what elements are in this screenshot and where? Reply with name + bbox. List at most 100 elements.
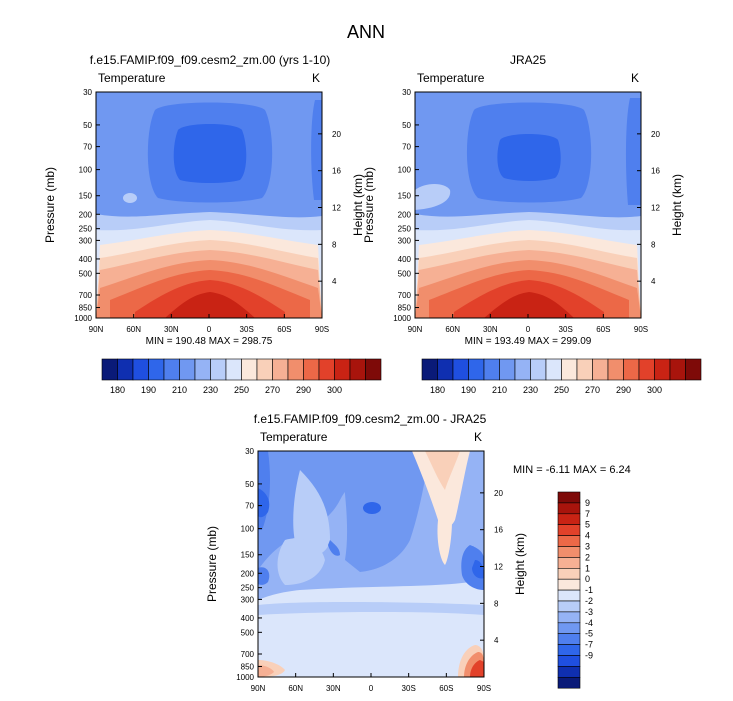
colorbar-label: 5 <box>585 520 590 530</box>
colorbar-swatch <box>545 358 562 381</box>
y-tick-label: 1000 <box>236 673 254 682</box>
x-tick-label: 90S <box>477 684 491 693</box>
y-tick-label: 100 <box>241 525 255 534</box>
contour-fill <box>173 124 247 183</box>
colorbar-label: 300 <box>327 385 342 395</box>
colorbar-label: 0 <box>585 574 590 584</box>
y-tick-label: 150 <box>241 551 255 560</box>
y-tick-label: 150 <box>79 192 93 201</box>
colorbar-label: -3 <box>585 607 593 617</box>
y-tick-label: 250 <box>79 225 93 234</box>
y2-tick-label: 4 <box>494 636 499 645</box>
colorbar-swatch <box>557 578 581 591</box>
x-tick-label: 60S <box>596 325 610 334</box>
y2-axis-title: Height (km) <box>351 174 365 236</box>
contour-fill <box>328 540 340 556</box>
y2-tick-label: 16 <box>332 167 341 176</box>
y-tick-label: 300 <box>398 236 412 245</box>
y2-tick-label: 20 <box>494 489 503 498</box>
y2-tick-label: 8 <box>332 240 337 249</box>
colorbar-label: 210 <box>492 385 507 395</box>
colorbar-swatch <box>557 546 581 558</box>
x-tick-label: 30N <box>483 325 498 334</box>
colorbar-swatch <box>557 633 581 645</box>
x-tick-label: 60S <box>277 325 291 334</box>
contour-fill <box>165 292 255 318</box>
colorbar-swatch <box>468 358 485 381</box>
colorbar-label: 180 <box>430 385 445 395</box>
panel-diff-units: K <box>474 430 482 444</box>
colorbar-swatch <box>607 358 624 381</box>
colorbar-swatch <box>256 358 273 381</box>
y-tick-label: 850 <box>79 304 93 313</box>
colorbar-swatch <box>557 600 581 613</box>
contour-fill <box>363 502 381 514</box>
y-tick-label: 250 <box>398 225 412 234</box>
y-tick-label: 50 <box>245 480 254 489</box>
x-tick-label: 90N <box>408 325 423 334</box>
colorbar-swatch <box>557 524 581 536</box>
panel-model-title: f.e15.FAMIP.f09_f09.cesm2_zm.00 (yrs 1-1… <box>90 53 331 67</box>
contour-fill <box>497 134 561 181</box>
y2-axis-title: Height (km) <box>513 533 527 595</box>
colorbar-label: -1 <box>585 585 593 595</box>
colorbar-label: 180 <box>110 385 125 395</box>
colorbar-label: 3 <box>585 542 590 552</box>
colorbar-swatch <box>557 557 581 569</box>
colorbar-label: 190 <box>461 385 476 395</box>
colorbar-swatch <box>557 491 581 504</box>
contour-fill <box>293 470 330 557</box>
x-tick-label: 90S <box>634 325 648 334</box>
y2-tick-label: 4 <box>651 277 656 286</box>
y2-tick-label: 12 <box>332 204 341 213</box>
y-tick-label: 300 <box>241 595 255 604</box>
y-tick-label: 50 <box>83 121 92 130</box>
colorbar-label: 2 <box>585 552 590 562</box>
contour-fill <box>412 451 470 529</box>
colorbar-swatch <box>592 358 609 381</box>
y-tick-label: 30 <box>245 447 254 456</box>
colorbar-label: 230 <box>203 385 218 395</box>
colorbar-swatch <box>318 358 335 381</box>
panel-model: f.e15.FAMIP.f09_f09.cesm2_zm.00 (yrs 1-1… <box>90 53 331 319</box>
colorbar-label: 190 <box>141 385 156 395</box>
contour-fill <box>258 567 270 585</box>
colorbar-swatch <box>557 502 581 515</box>
colorbar-label: 270 <box>265 385 280 395</box>
x-tick-label: 60N <box>445 325 460 334</box>
y-tick-label: 400 <box>79 255 93 264</box>
colorbar-swatch <box>623 358 640 381</box>
colorbar-swatch <box>557 644 581 656</box>
colorbar-swatch <box>557 655 581 667</box>
y-tick-label: 700 <box>241 650 255 659</box>
colorbar-swatch <box>638 358 655 381</box>
y-tick-label: 30 <box>83 88 92 97</box>
y-tick-label: 850 <box>398 304 412 313</box>
panel-diff-contours <box>258 451 484 677</box>
y-tick-label: 200 <box>79 210 93 219</box>
panel-obs: JRA25 Temperature K <box>414 53 642 319</box>
colorbar-label: 1 <box>585 563 590 573</box>
colorbar-swatch <box>179 358 196 381</box>
colorbar-label: 9 <box>585 498 590 508</box>
contour-fill <box>425 451 460 490</box>
colorbar-swatch <box>561 358 578 381</box>
colorbar-swatch <box>421 358 438 381</box>
y-tick-label: 30 <box>402 88 411 97</box>
y2-axis-title: Height (km) <box>670 174 684 236</box>
panel-obs-units: K <box>631 71 639 85</box>
y2-tick-label: 16 <box>494 526 503 535</box>
colorbar-label: -5 <box>585 629 593 639</box>
y2-tick-label: 12 <box>494 563 503 572</box>
x-tick-label: 30S <box>402 684 416 693</box>
colorbar-swatch <box>303 358 320 381</box>
colorbar-swatch <box>210 358 227 381</box>
colorbar-swatch <box>132 358 149 381</box>
min-max-label: MIN = 190.48 MAX = 298.75 <box>146 336 273 347</box>
x-tick-label: 30S <box>559 325 573 334</box>
panel-diff-min-max: MIN = -6.11 MAX = 6.24 <box>513 464 631 476</box>
contour-fill <box>472 560 484 579</box>
colorbar-swatch <box>241 358 258 381</box>
panel-obs-variable: Temperature <box>417 71 485 85</box>
colorbar-swatch <box>349 358 366 381</box>
